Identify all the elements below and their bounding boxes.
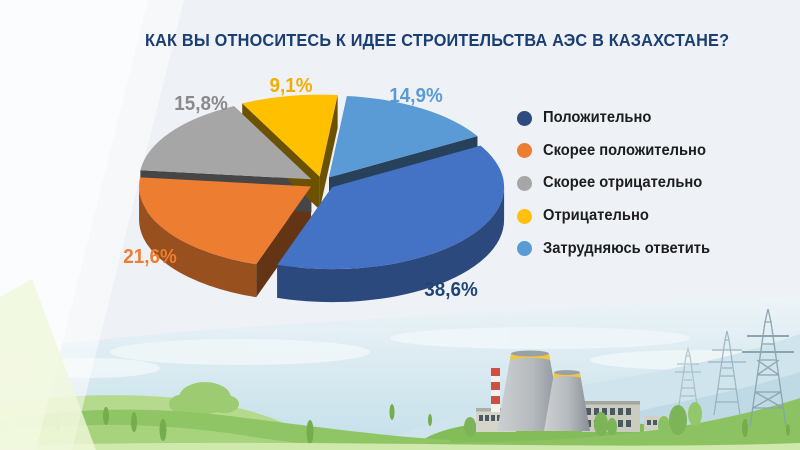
power-plant [464, 350, 668, 437]
transmission-tower-mid-icon [708, 330, 746, 416]
legend-item-negative: Отрицательно [517, 200, 719, 233]
clouds [20, 327, 800, 378]
transmission-tower-small-icon [675, 346, 701, 406]
chart-title: КАК ВЫ ОТНОСИТЕСЬ К ИДЕЕ СТРОИТЕЛЬСТВА А… [145, 30, 730, 50]
pie-slice-positive [277, 145, 505, 270]
legend-item-rather-positive: Скорее положительно [517, 135, 719, 168]
pie-slice-undecided [329, 95, 478, 178]
chart-legend: Положительно Скорее положительно Скорее … [517, 102, 719, 265]
pie-label-positive: 38,6% [424, 278, 478, 301]
legend-item-positive: Положительно [517, 102, 719, 135]
pie-slice-rim-rather-positive [139, 186, 257, 298]
pie-slice-negative [242, 94, 338, 177]
meadow-strip [0, 442, 800, 450]
trees-right [658, 402, 702, 436]
cooling-tower-small-icon [544, 370, 590, 431]
pie-slice-rather-positive [139, 177, 312, 265]
legend-swatch-positive [517, 110, 532, 126]
legend-item-label: Скорее положительно [543, 141, 706, 159]
pie-slice-rather-negative [140, 106, 312, 180]
transmission-tower-large-icon [742, 308, 794, 428]
pie-slice-wall-negative [319, 95, 338, 210]
legend-swatch-undecided [517, 241, 532, 257]
transmission-towers [675, 330, 746, 416]
legend-item-label: Затрудняюсь ответить [543, 239, 711, 257]
legend-swatch-rather-positive [517, 143, 532, 159]
legend-item-rather-negative: Скорее отрицательно [517, 167, 719, 200]
legend-item-undecided: Затрудняюсь ответить [517, 232, 719, 265]
hill-front-right [430, 398, 800, 450]
legend-item-label: Отрицательно [543, 207, 649, 225]
bush [169, 382, 239, 414]
legend-swatch-rather-negative [517, 175, 532, 191]
pie-label-undecided: 14,9% [389, 84, 443, 107]
legend-swatch-negative [517, 208, 532, 224]
plant-trees [464, 412, 617, 437]
pie-label-rather-positive: 21,6% [123, 245, 177, 268]
pie-label-negative: 9,1% [269, 74, 313, 97]
pie-label-rather-negative: 15,8% [174, 92, 228, 115]
pie-slice-rim-positive [277, 187, 505, 303]
legend-item-label: Скорее отрицательно [543, 174, 703, 192]
cooling-tower-large-icon [497, 350, 563, 431]
chimney-icon [491, 368, 500, 412]
legend-item-label: Положительно [543, 109, 652, 127]
